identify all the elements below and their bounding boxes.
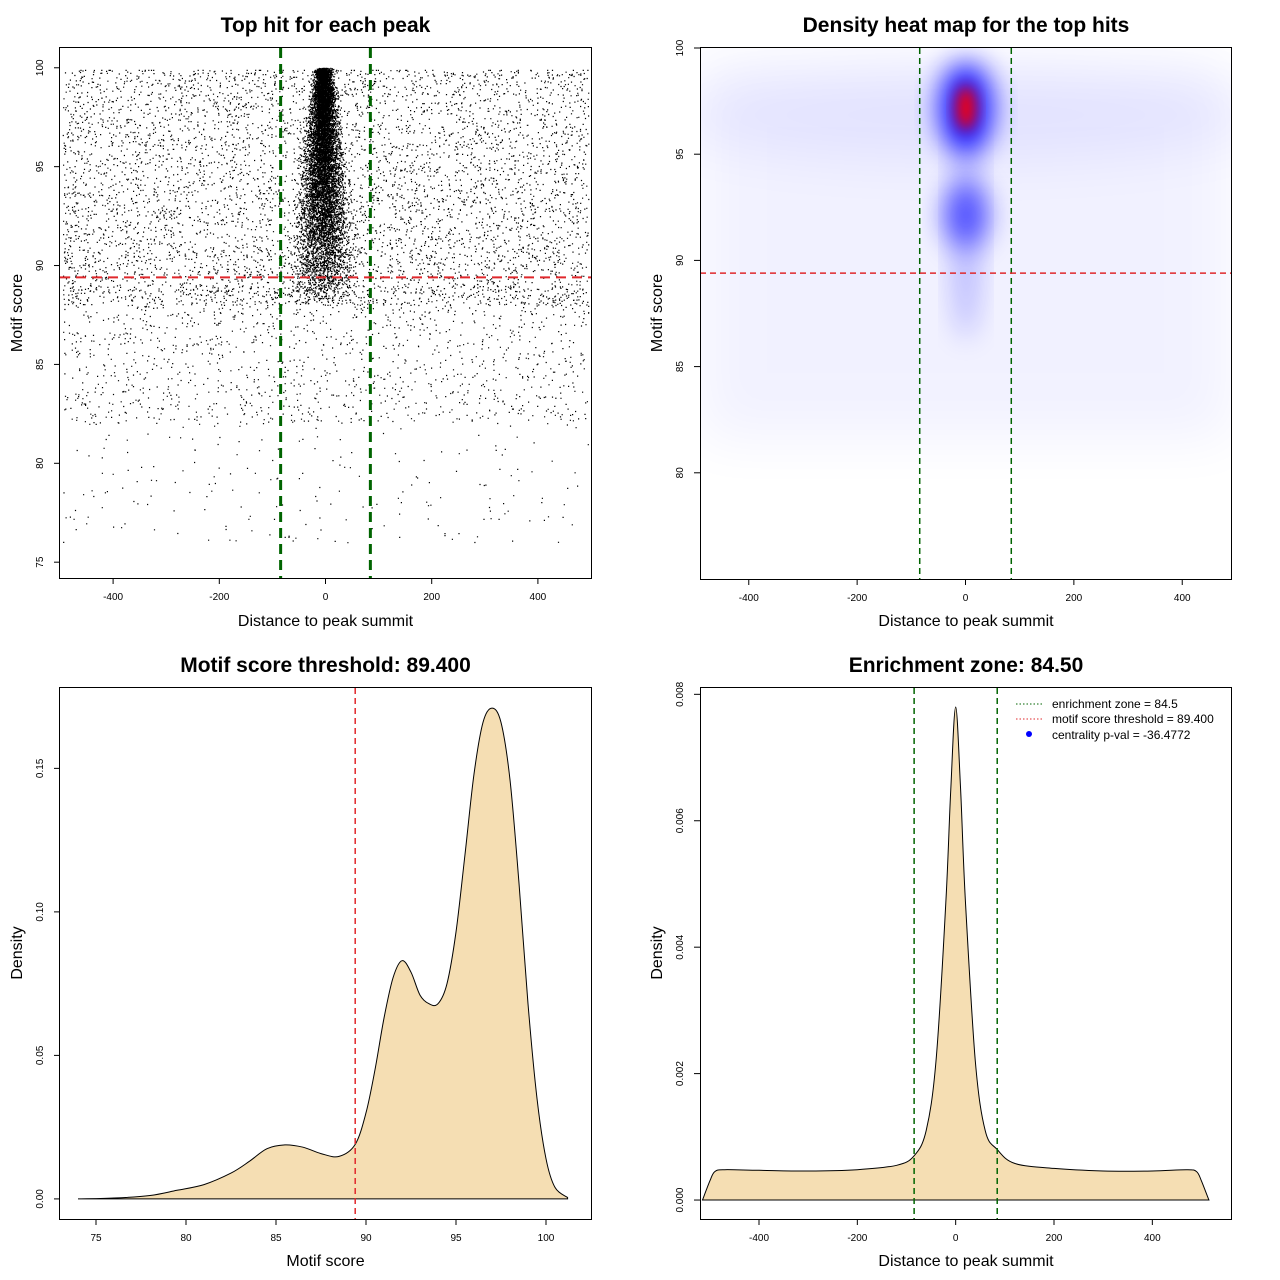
x-tick-label: -200 (847, 1233, 867, 1244)
heat-stem (952, 120, 980, 340)
y-tick-label: 90 (35, 260, 46, 272)
y-tick-label: 75 (35, 556, 46, 568)
panel4-plot-frame (700, 687, 1232, 1220)
reference-lines (700, 48, 1231, 579)
x-tick-label: -400 (749, 1233, 769, 1244)
x-tick-label: 80 (180, 1233, 192, 1244)
y-tick-label: 0.05 (35, 1045, 46, 1065)
panel1-y-label: Motif score (9, 274, 26, 352)
x-tick-label: 200 (423, 592, 440, 603)
y-tick-label: 95 (675, 148, 686, 160)
panel3-x-label: Motif score (286, 1253, 364, 1270)
panel4-x-label: Distance to peak summit (878, 1253, 1054, 1270)
panel3-plot-frame (59, 687, 592, 1220)
x-tick-label: 200 (1046, 1233, 1063, 1244)
x-tick-label: -400 (103, 592, 123, 603)
panel4-y-ticks: 0.000 0.002 0.004 0.006 0.008 (675, 681, 700, 1213)
y-tick-label: 0.10 (35, 902, 46, 922)
x-tick-label: 85 (270, 1233, 282, 1244)
y-tick-label: 0.000 (675, 1187, 686, 1212)
y-tick-label: 0.002 (675, 1061, 686, 1086)
legend-item-centrality-pval: centrality p-val = -36.4772 (1052, 728, 1191, 742)
y-tick-label: 100 (675, 39, 686, 56)
heatmap-panel: Density heat map for the top hits -400 -2… (649, 14, 1232, 630)
panel2-x-ticks: -400 -200 0 200 400 (739, 579, 1191, 604)
motif-density-panel: Motif score threshold: 89.400 75 80 85 90 95… (9, 654, 592, 1270)
y-tick-label: 0.004 (675, 934, 686, 959)
panel1-x-label: Distance to peak summit (238, 613, 414, 630)
y-tick-label: 80 (35, 457, 46, 469)
x-tick-label: 75 (90, 1233, 102, 1244)
reference-lines (913, 688, 998, 1219)
legend: enrichment zone = 84.5 motif score thres… (1016, 697, 1214, 742)
y-tick-label: 85 (35, 358, 46, 370)
panel4-y-label: Density (649, 926, 666, 979)
density-area (77, 707, 569, 1200)
x-tick-label: 95 (450, 1233, 462, 1244)
scatter-panel: Top hit for each peak -400 -200 0 200 400 75… (9, 14, 592, 630)
legend-item-motif-threshold: motif score threshold = 89.400 (1052, 712, 1214, 726)
x-tick-label: 400 (530, 592, 547, 603)
panel3-y-ticks: 0.00 0.05 0.10 0.15 (35, 758, 60, 1209)
y-tick-label: 80 (675, 467, 686, 479)
panel3-y-label: Density (9, 926, 26, 979)
y-tick-label: 0.006 (675, 808, 686, 833)
y-tick-label: 0.00 (35, 1189, 46, 1209)
heat-hotspot-main-core (956, 86, 976, 130)
reference-lines (60, 48, 591, 578)
scatter-points-layer (62, 67, 590, 544)
x-tick-label: 200 (1066, 593, 1083, 604)
x-tick-label: 90 (360, 1233, 372, 1244)
panel1-title: Top hit for each peak (221, 14, 431, 37)
x-tick-label: 400 (1144, 1233, 1161, 1244)
panel2-y-label: Motif score (649, 274, 666, 352)
x-tick-label: 0 (323, 592, 329, 603)
y-tick-label: 90 (675, 254, 686, 266)
density-area (701, 706, 1210, 1201)
y-tick-label: 100 (35, 59, 46, 76)
x-tick-label: 0 (963, 593, 969, 604)
panel3-title: Motif score threshold: 89.400 (180, 654, 471, 677)
panel1-y-ticks: 75 80 85 90 95 100 (35, 59, 60, 568)
y-tick-label: 0.008 (675, 681, 686, 706)
x-tick-label: 100 (538, 1233, 555, 1244)
panel4-title: Enrichment zone: 84.50 (849, 654, 1084, 677)
heatmap-density (700, 60, 1231, 440)
y-tick-label: 85 (675, 361, 686, 373)
y-tick-label: 0.15 (35, 758, 46, 778)
panel1-x-ticks: -400 -200 0 200 400 (103, 578, 547, 603)
x-tick-label: -400 (739, 593, 759, 604)
x-tick-label: 400 (1174, 593, 1191, 604)
x-tick-label: 0 (953, 1233, 959, 1244)
scatter-points (62, 67, 590, 544)
panel2-y-ticks: 80 85 90 95 100 (675, 39, 700, 478)
legend-item-enrichment-zone: enrichment zone = 84.5 (1052, 697, 1178, 711)
enrichment-density-panel: Enrichment zone: 84.50 -400 -200 0 200 400 0… (649, 654, 1232, 1270)
x-tick-label: -200 (209, 592, 229, 603)
x-tick-label: -200 (847, 593, 867, 604)
panel2-x-label: Distance to peak summit (878, 613, 1054, 630)
y-tick-label: 95 (35, 161, 46, 173)
filled-circle-icon (1026, 731, 1032, 737)
panel4-x-ticks: -400 -200 0 200 400 (749, 1219, 1161, 1244)
panel3-x-ticks: 75 80 85 90 95 100 (90, 1219, 555, 1244)
panel2-title: Density heat map for the top hits (803, 14, 1130, 37)
